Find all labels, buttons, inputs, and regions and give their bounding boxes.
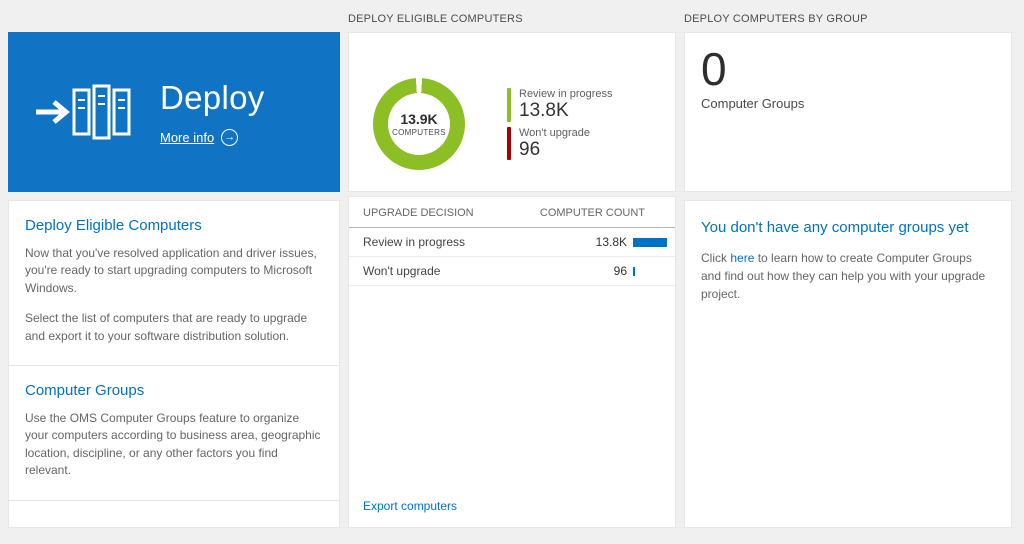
deploy-icon	[34, 78, 138, 146]
donut-total-label: COMPUTERS	[392, 128, 446, 137]
chart-legend: Review in progress 13.8K Won't upgrade 9…	[507, 87, 613, 161]
legend-value: 13.8K	[519, 99, 569, 121]
legend-color-bar	[507, 87, 511, 122]
empty-text-before: Click	[701, 251, 731, 265]
table-header-computer-count: COMPUTER COUNT	[539, 207, 645, 219]
section-computer-groups: Computer Groups Use the OMS Computer Gro…	[9, 366, 339, 501]
export-computers-link[interactable]: Export computers	[363, 499, 458, 513]
row-count: 13.8K	[595, 235, 627, 249]
eligible-computers-chart-card: 13.9K COMPUTERS Review in progress 13.8K…	[348, 32, 676, 192]
more-info-link[interactable]: More info	[160, 129, 215, 145]
deploy-tile: Deploy More info →	[8, 32, 340, 192]
computer-groups-count-card: 0 Computer Groups	[684, 32, 1012, 192]
computer-groups-empty-card: You don't have any computer groups yet C…	[684, 200, 1012, 528]
donut-total-value: 13.9K	[400, 111, 438, 127]
section-paragraph: Select the list of computers that are re…	[25, 311, 308, 343]
section-heading: Computer Groups	[25, 381, 145, 399]
empty-text-after: to learn how to create Computer Groups a…	[701, 251, 986, 301]
row-label: Won't upgrade	[363, 264, 441, 278]
count-bar	[633, 266, 635, 276]
upgrade-decision-table-card: UPGRADE DECISION COMPUTER COUNT Review i…	[348, 196, 676, 528]
empty-state-text: Click here to learn how to create Comput…	[701, 249, 995, 303]
table-row[interactable]: Won't upgrade 96	[349, 257, 675, 286]
legend-value: 96	[519, 138, 541, 160]
count-bar	[633, 237, 667, 247]
computer-groups-count-label: Computer Groups	[701, 96, 805, 112]
empty-state-heading: You don't have any computer groups yet	[701, 219, 969, 236]
section-paragraph: Use the OMS Computer Groups feature to o…	[25, 410, 321, 478]
more-info-arrow-icon[interactable]: →	[221, 128, 239, 146]
computer-groups-count: 0	[701, 43, 727, 95]
legend-label: Review in progress	[519, 87, 613, 100]
section-heading: Deploy Eligible Computers	[25, 217, 202, 234]
legend-item-wont-upgrade[interactable]: Won't upgrade 96	[507, 126, 613, 161]
donut-center: 13.9K COMPUTERS	[388, 93, 450, 155]
legend-color-bar	[507, 126, 511, 161]
legend-label: Won't upgrade	[519, 126, 591, 139]
table-header-row: UPGRADE DECISION COMPUTER COUNT	[349, 197, 675, 228]
table-header-upgrade-decision: UPGRADE DECISION	[363, 207, 474, 219]
here-link[interactable]: here	[730, 251, 755, 265]
column-header-deploy-computers-by-group: DEPLOY COMPUTERS BY GROUP	[684, 13, 868, 25]
section-paragraph: Now that you've resolved application and…	[25, 246, 317, 295]
tile-title: Deploy	[160, 78, 265, 116]
legend-item-review-in-progress[interactable]: Review in progress 13.8K	[507, 87, 613, 122]
row-count: 96	[613, 264, 627, 278]
row-label: Review in progress	[363, 235, 466, 249]
table-row[interactable]: Review in progress 13.8K	[349, 228, 675, 257]
deploy-description-panel: Deploy Eligible Computers Now that you'v…	[8, 200, 340, 528]
column-header-deploy-eligible-computers: DEPLOY ELIGIBLE COMPUTERS	[348, 13, 523, 25]
section-deploy-eligible-computers: Deploy Eligible Computers Now that you'v…	[9, 201, 339, 366]
